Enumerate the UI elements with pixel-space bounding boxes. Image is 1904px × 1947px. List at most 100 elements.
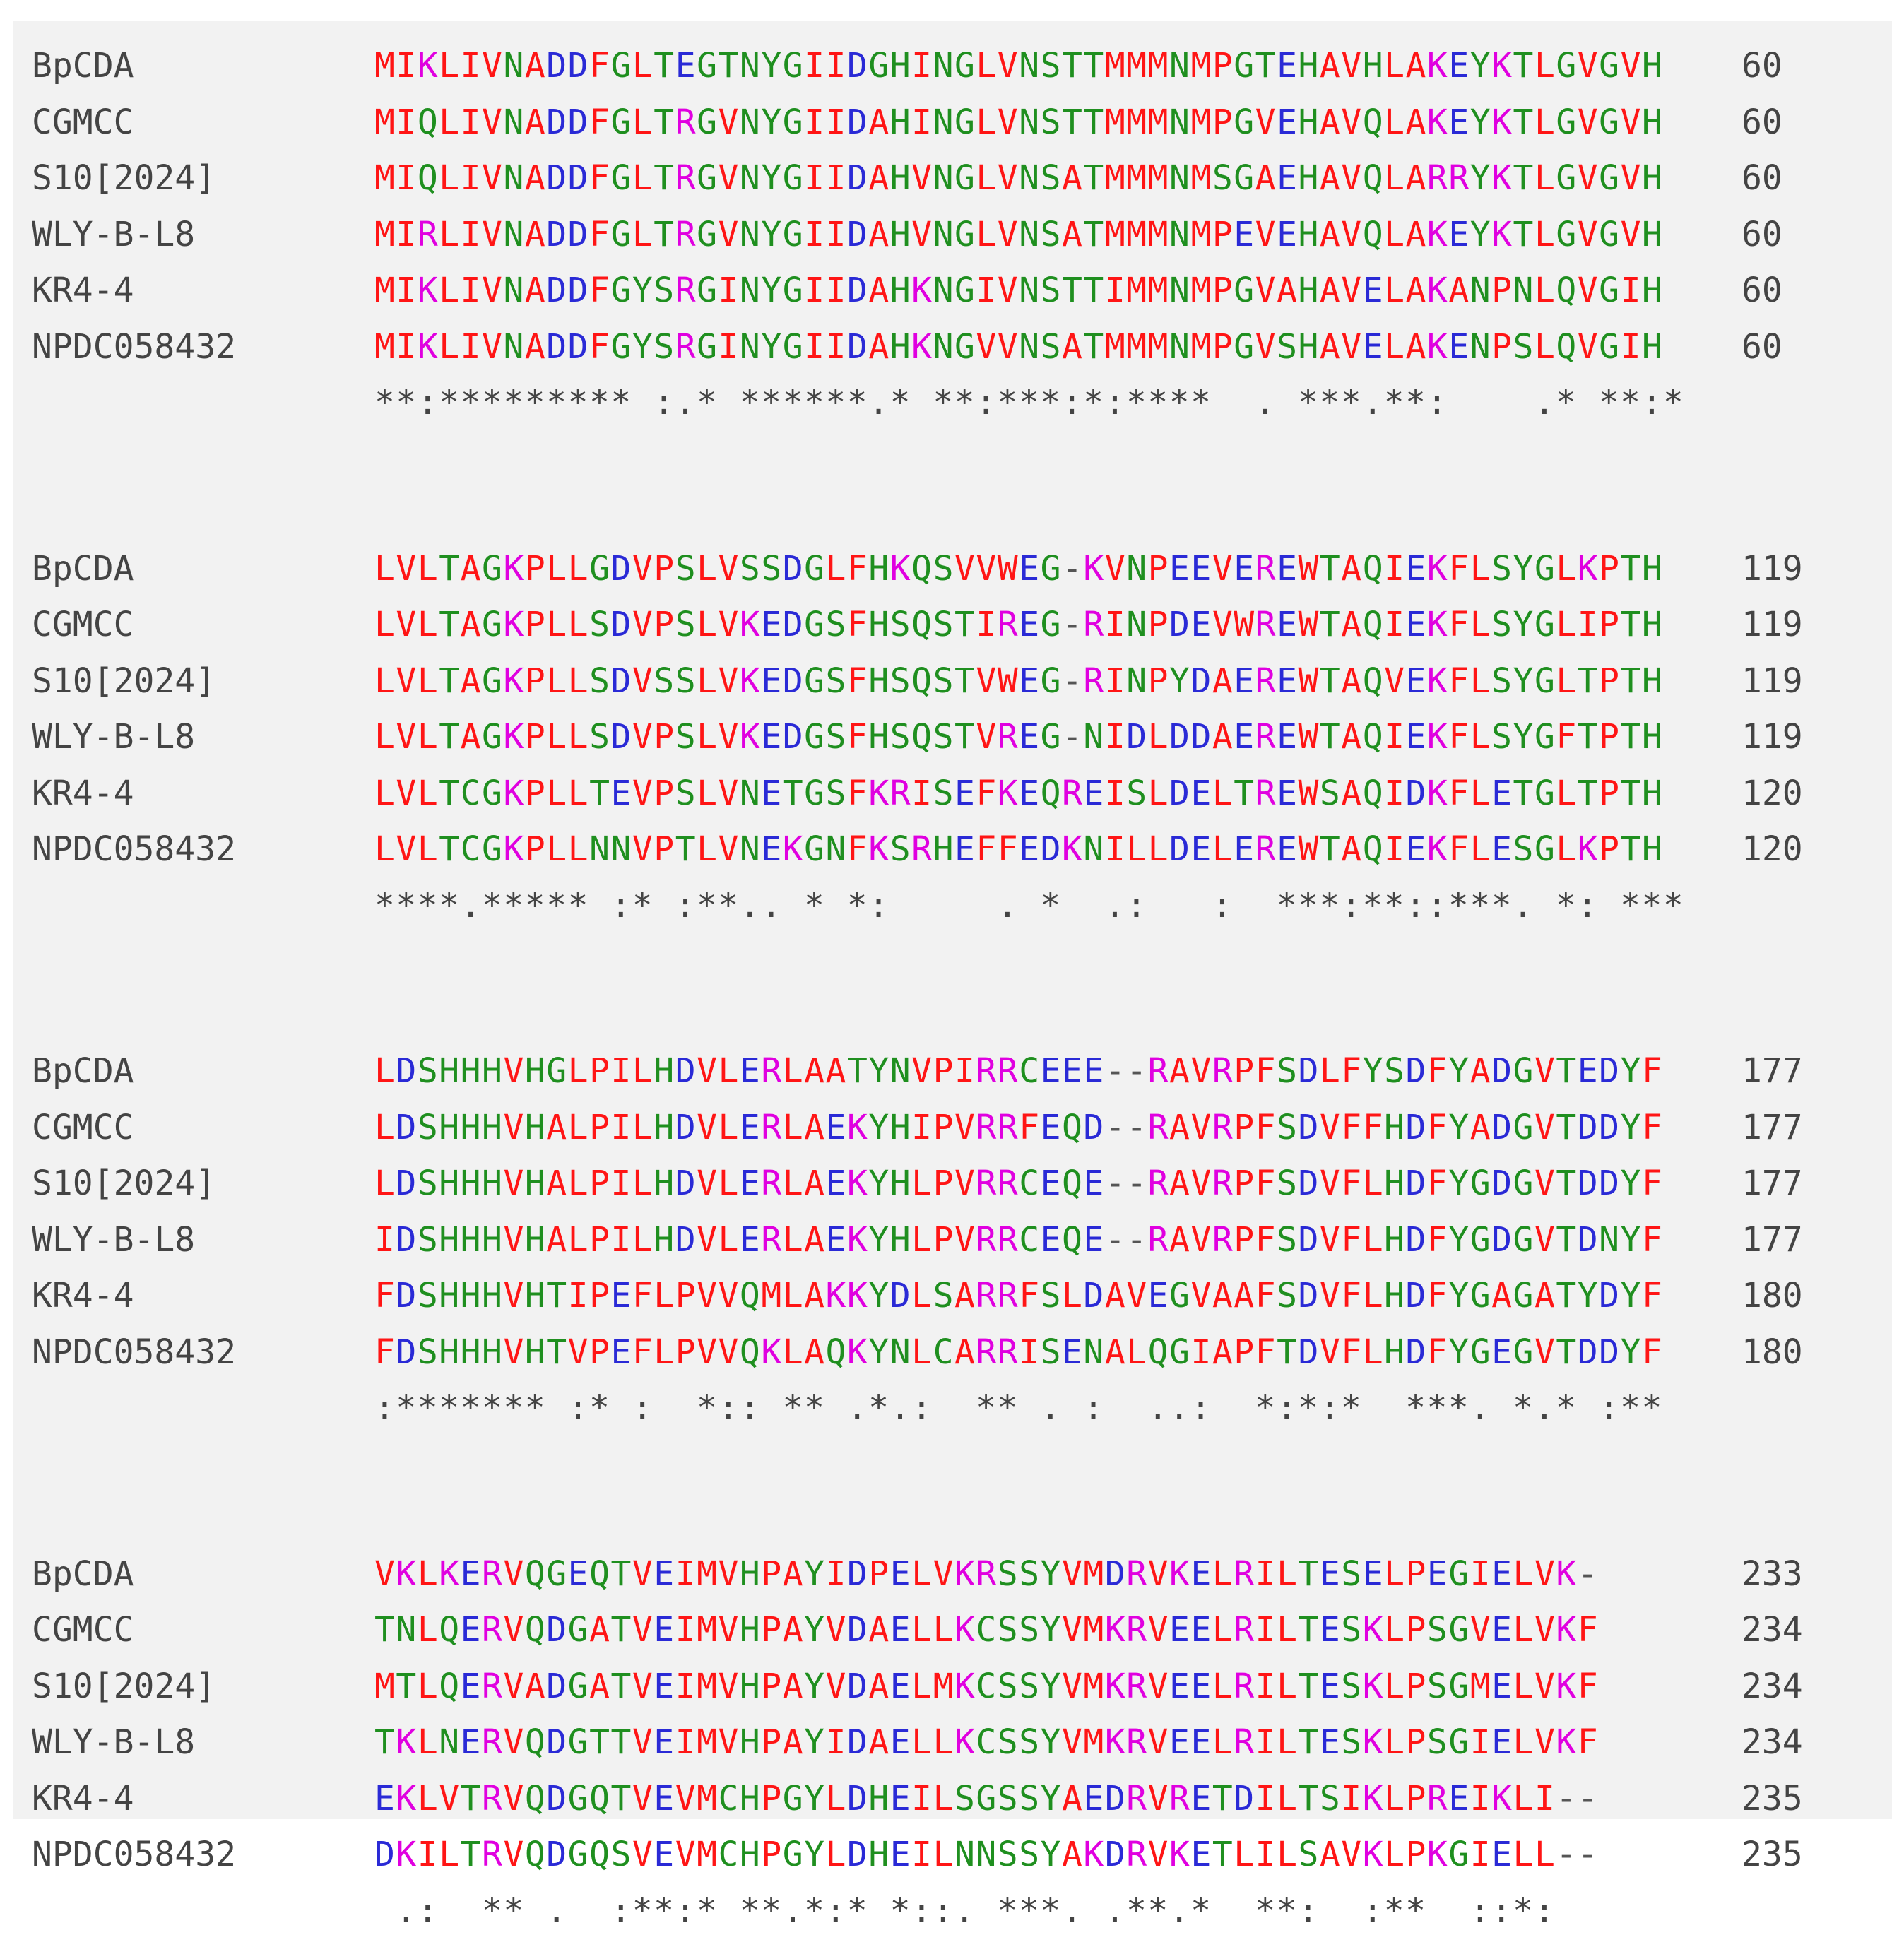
sequence-residues: MIQLIVNADDFGLTRGVNYGIIDAHVNGLVNSATMMMNMS… (374, 158, 1663, 198)
sequence-name: S10[2024] (32, 1164, 215, 1203)
consensus-row: ****.***** :* :**.. * *: . * .: : ***:**… (13, 886, 1892, 942)
sequence-name: NPDC058432 (32, 1835, 236, 1874)
sequence-name: NPDC058432 (32, 1332, 236, 1372)
sequence-residues: EKLVTRVQDGQTVEVMCHPGYLDHEILSGSSYAEDRVRET… (374, 1779, 1599, 1818)
residue-count: 177 (1742, 1220, 1803, 1260)
sequence-residues: VKLKERVQGEQTVEIMVHPAYIDPELVKRSSYVMDRVKEL… (374, 1554, 1599, 1594)
residue-count: 177 (1742, 1164, 1803, 1203)
sequence-row: S10[2024] MTLQERVADGATVEIMVHPAYVDAELMKCSS… (13, 1667, 1892, 1723)
sequence-residues: LVLTCGKPLLNNVPTLVNEKGNFKSRHEFFEDKNILLDEL… (374, 829, 1663, 869)
residue-count: 180 (1742, 1332, 1803, 1372)
residue-count: 120 (1742, 829, 1803, 869)
sequence-row: CGMCC LVLTAGKPLLSDVPSLVKEDGSFHSQSTIREG-RI… (13, 605, 1892, 661)
sequence-residues: FDSHHHVHTIPEFLPVVQMLAKKYDLSARRFSLDAVEGVA… (374, 1276, 1663, 1315)
residue-count: 234 (1742, 1722, 1803, 1762)
residue-count: 177 (1742, 1051, 1803, 1091)
sequence-name: CGMCC (32, 102, 134, 142)
sequence-name: NPDC058432 (32, 829, 236, 869)
alignment-panel: BpCDA MIKLIVNADDFGLTEGTNYGIIDGHINGLVNSTTM… (13, 21, 1892, 1819)
sequence-name: S10[2024] (32, 158, 215, 198)
sequence-name: CGMCC (32, 1610, 134, 1650)
sequence-row: NPDC058432 LVLTCGKPLLNNVPTLVNEKGNFKSRHEFF… (13, 829, 1892, 886)
sequence-residues: LDSHHHVHALPILHDVLERLAEKYHLPVRRCEQE--RAVR… (374, 1164, 1663, 1203)
sequence-residues: MIKLIVNADDFGLTEGTNYGIIDGHINGLVNSTTMMMNMP… (374, 46, 1663, 85)
block-spacer (13, 1445, 1892, 1554)
sequence-residues: LVLTAGKPLLSDVSSLVKEDGSFHSQSTVWEG-RINPYDA… (374, 661, 1663, 701)
sequence-row: S10[2024] MIQLIVNADDFGLTRGVNYGIIDAHVNGLVN… (13, 158, 1892, 215)
sequence-name: BpCDA (32, 1554, 134, 1594)
residue-count: 234 (1742, 1610, 1803, 1650)
sequence-name: WLY-B-L8 (32, 717, 195, 757)
sequence-row: KR4-4 EKLVTRVQDGQTVEVMCHPGYLDHEILSGSSYAED… (13, 1779, 1892, 1835)
sequence-residues: IDSHHHVHALPILHDVLERLAEKYHLPVRRCEQE--RAVR… (374, 1220, 1663, 1260)
sequence-row: NPDC058432 FDSHHHVHTVPEFLPVVQKLAQKYNLCARR… (13, 1332, 1892, 1389)
residue-count: 60 (1742, 46, 1782, 85)
sequence-name: BpCDA (32, 549, 134, 588)
residue-count: 60 (1742, 158, 1782, 198)
sequence-row: WLY-B-L8 LVLTAGKPLLSDVPSLVKEDGSFHSQSTVREG… (13, 717, 1892, 774)
sequence-residues: LDSHHHVHALPILHDVLERLAEKYHIPVRRFEQD--RAVR… (374, 1108, 1663, 1147)
residue-count: 60 (1742, 215, 1782, 254)
sequence-name: BpCDA (32, 46, 134, 85)
block-spacer (13, 439, 1892, 549)
residue-count: 119 (1742, 605, 1803, 644)
sequence-row: CGMCC TNLQERVQDGATVEIMVHPAYVDAELLKCSSYVMK… (13, 1610, 1892, 1667)
sequence-name: CGMCC (32, 605, 134, 644)
residue-count: 235 (1742, 1779, 1803, 1818)
residue-count: 233 (1742, 1554, 1803, 1594)
sequence-residues: MIQLIVNADDFGLTRGVNYGIIDAHINGLVNSTTMMMNMP… (374, 102, 1663, 142)
sequence-name: BpCDA (32, 1051, 134, 1091)
residue-count: 234 (1742, 1667, 1803, 1706)
sequence-name: S10[2024] (32, 1667, 215, 1706)
sequence-row: KR4-4 LVLTCGKPLLTEVPSLVNETGSFKRISEFKEQREI… (13, 774, 1892, 830)
sequence-residues: LVLTCGKPLLTEVPSLVNETGSFKRISEFKEQREISLDEL… (374, 774, 1663, 813)
sequence-row: BpCDA LDSHHHVHGLPILHDVLERLAATYNVPIRRCEEE-… (13, 1051, 1892, 1108)
consensus-row: .: ** . :**:* **.*:* *::. ***. .**.* **:… (13, 1891, 1892, 1947)
sequence-residues: DKILTRVQDGQSVEVMCHPGYLDHEILNNSSYAKDRVKET… (374, 1835, 1599, 1874)
sequence-row: KR4-4 MIKLIVNADDFGYSRGINYGIIDAHKNGIVNSTTI… (13, 271, 1892, 327)
residue-count: 119 (1742, 717, 1803, 757)
sequence-row: S10[2024] LVLTAGKPLLSDVSSLVKEDGSFHSQSTVWE… (13, 661, 1892, 718)
sequence-name: NPDC058432 (32, 327, 236, 367)
alignment-block: BpCDA MIKLIVNADDFGLTEGTNYGIIDGHINGLVNSTTM… (13, 46, 1892, 439)
consensus-symbols: :******* :* : *:: ** .*.: ** . : ..: *:*… (374, 1388, 1663, 1428)
sequence-name: KR4-4 (32, 271, 134, 310)
consensus-row: **:********* :.* ******.* **:***:*:**** … (13, 383, 1892, 439)
sequence-name: KR4-4 (32, 1779, 134, 1818)
sequence-residues: MTLQERVADGATVEIMVHPAYVDAELMKCSSYVMKRVEEL… (374, 1667, 1599, 1706)
consensus-row: :******* :* : *:: ** .*.: ** . : ..: *:*… (13, 1388, 1892, 1445)
sequence-residues: FDSHHHVHTVPEFLPVVQKLAQKYNLCARRISENALQGIA… (374, 1332, 1663, 1372)
sequence-name: KR4-4 (32, 774, 134, 813)
sequence-row: BpCDA MIKLIVNADDFGLTEGTNYGIIDGHINGLVNSTTM… (13, 46, 1892, 102)
sequence-row: WLY-B-L8 MIRLIVNADDFGLTRGVNYGIIDAHVNGLVNS… (13, 215, 1892, 271)
sequence-residues: LVLTAGKPLLSDVPSLVKEDGSFHSQSTIREG-RINPDEV… (374, 605, 1663, 644)
residue-count: 180 (1742, 1276, 1803, 1315)
alignment-block: BpCDA LDSHHHVHGLPILHDVLERLAATYNVPIRRCEEE-… (13, 1051, 1892, 1445)
consensus-symbols: .: ** . :**:* **.*:* *::. ***. .**.* **:… (374, 1891, 1556, 1931)
residue-count: 235 (1742, 1835, 1803, 1874)
sequence-name: S10[2024] (32, 661, 215, 701)
residue-count: 60 (1742, 327, 1782, 367)
residue-count: 177 (1742, 1108, 1803, 1147)
alignment-block: BpCDA VKLKERVQGEQTVEIMVHPAYIDPELVKRSSYVMD… (13, 1554, 1892, 1947)
residue-count: 119 (1742, 661, 1803, 701)
residue-count: 120 (1742, 774, 1803, 813)
block-spacer (13, 942, 1892, 1051)
sequence-residues: MIRLIVNADDFGLTRGVNYGIIDAHVNGLVNSATMMMNMP… (374, 215, 1663, 254)
sequence-residues: MIKLIVNADDFGYSRGINYGIIDAHKNGIVNSTTIMMNMP… (374, 271, 1663, 310)
residue-count: 119 (1742, 549, 1803, 588)
consensus-symbols: ****.***** :* :**.. * *: . * .: : ***:**… (374, 886, 1684, 925)
sequence-residues: LVLTAGKPLLSDVPSLVKEDGSFHSQSTVREG-NIDLDDA… (374, 717, 1663, 757)
sequence-residues: LDSHHHVHGLPILHDVLERLAATYNVPIRRCEEE--RAVR… (374, 1051, 1663, 1091)
sequence-residues: TKLNERVQDGTTVEIMVHPAYIDAELLKCSSYVMKRVEEL… (374, 1722, 1599, 1762)
sequence-residues: TNLQERVQDGATVEIMVHPAYVDAELLKCSSYVMKRVEEL… (374, 1610, 1599, 1650)
sequence-name: WLY-B-L8 (32, 215, 195, 254)
sequence-row: BpCDA VKLKERVQGEQTVEIMVHPAYIDPELVKRSSYVMD… (13, 1554, 1892, 1611)
